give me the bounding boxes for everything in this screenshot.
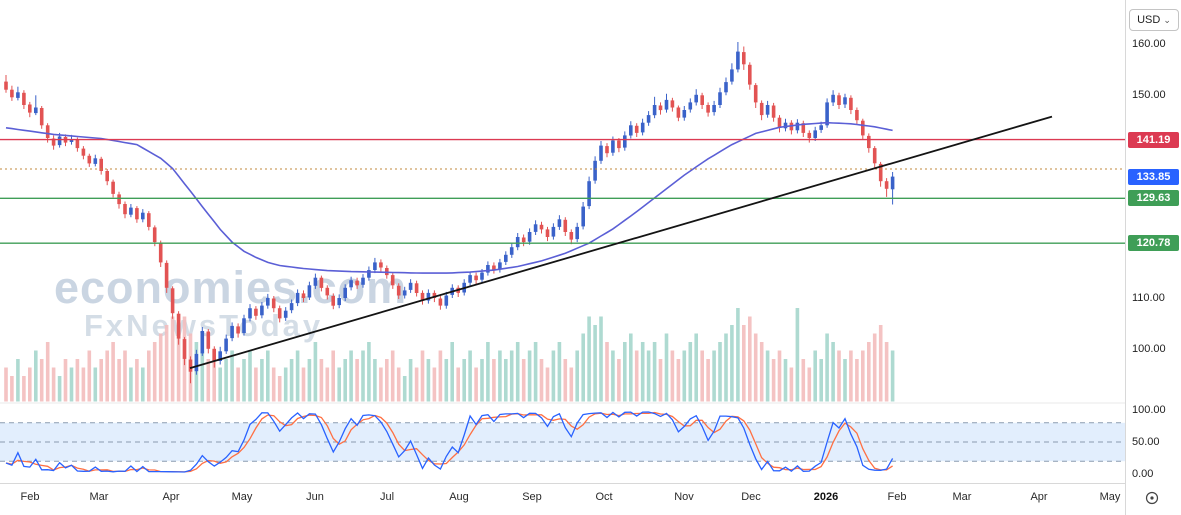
time-axis-label: Feb — [20, 491, 40, 503]
time-axis-label: May — [1099, 491, 1121, 503]
price-level-badge: 120.78 — [1128, 235, 1179, 252]
time-axis-label: Dec — [741, 491, 761, 503]
time-axis-label: May — [231, 491, 253, 503]
currency-select[interactable]: USD ⌄ — [1129, 9, 1179, 31]
price-axis-label: 100.00 — [1132, 342, 1166, 355]
currency-label: USD — [1137, 14, 1161, 26]
time-axis-label: Apr — [162, 491, 180, 503]
time-axis-label: Jul — [379, 491, 395, 503]
price-axis[interactable]: USD ⌄ 160.00 150.00 110.00 100.00 141.19 133.… — [1125, 0, 1181, 515]
price-axis-label: 150.00 — [1132, 88, 1166, 101]
time-axis-label: Mar — [89, 491, 109, 503]
price-level-badge: 129.63 — [1128, 190, 1179, 207]
price-level-badge: 133.85 — [1128, 168, 1179, 185]
price-level-badge: 141.19 — [1128, 131, 1179, 148]
time-axis-label: 2026 — [813, 491, 839, 503]
stoch-axis-label: 100.00 — [1132, 404, 1166, 416]
time-axis-label: Apr — [1030, 491, 1048, 503]
time-axis-label: Nov — [674, 491, 694, 503]
price-axis-label: 160.00 — [1132, 38, 1166, 50]
time-axis-label: Sep — [522, 491, 542, 503]
watermark-brand: economies.com — [54, 262, 408, 313]
chevron-down-icon: ⌄ — [1163, 14, 1171, 25]
candlestick-chart[interactable] — [0, 0, 1125, 483]
stoch-axis-label: 0.00 — [1132, 468, 1154, 480]
time-axis-label: Oct — [595, 491, 613, 503]
time-axis-label: Aug — [449, 491, 469, 503]
crosshair-icon[interactable] — [1144, 490, 1160, 511]
time-axis-label: Feb — [887, 491, 907, 503]
time-axis[interactable]: Feb Mar Apr May Jun Jul Aug Sep Oct Nov Dec 2026 Feb… — [0, 483, 1125, 515]
time-axis-label: Jun — [306, 491, 324, 503]
price-axis-label: 110.00 — [1132, 292, 1165, 304]
stoch-axis-label: 50.00 — [1132, 436, 1160, 448]
time-axis-label: Mar — [952, 491, 972, 503]
